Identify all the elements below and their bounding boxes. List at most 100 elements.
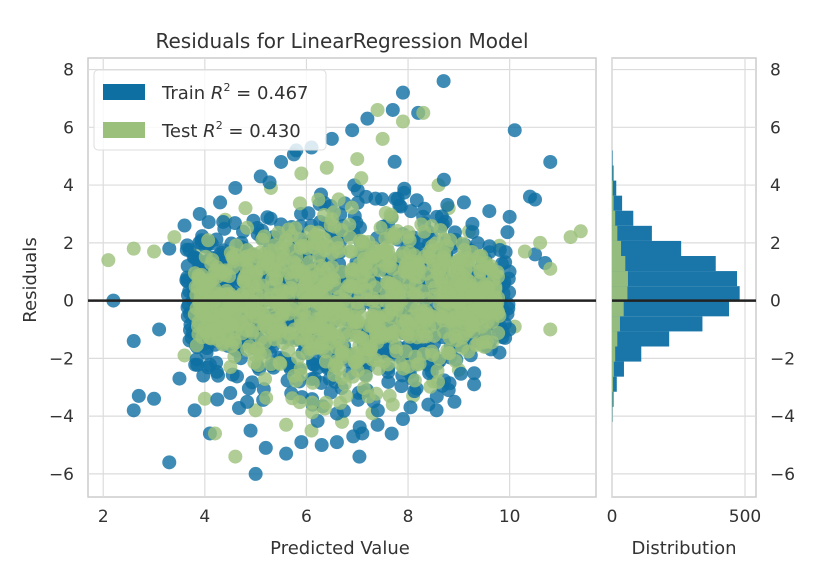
test-residual-point — [425, 274, 439, 288]
y-tick-label: −2 — [49, 349, 74, 369]
train-residual-point — [228, 181, 242, 195]
y-tick-label: −6 — [49, 465, 74, 485]
test-residual-point — [197, 300, 211, 314]
train-histogram-bar — [612, 271, 737, 286]
test-residual-point — [330, 357, 344, 371]
test-histogram-bar — [612, 392, 613, 407]
test-residual-point — [294, 167, 308, 181]
train-residual-point — [437, 74, 451, 88]
test-residual-point — [191, 327, 205, 341]
test-residual-point — [101, 253, 115, 267]
test-residual-point — [290, 285, 304, 299]
test-residual-point — [332, 192, 346, 206]
test-residual-point — [454, 279, 468, 293]
test-residual-point — [273, 356, 287, 370]
legend-label-train: Train R2 = 0.467 — [161, 81, 309, 104]
test-residual-point — [345, 201, 359, 215]
test-residual-point — [320, 161, 334, 175]
train-residual-point — [232, 401, 246, 415]
test-residual-point — [318, 401, 332, 415]
test-residual-point — [452, 265, 466, 279]
train-residual-point — [388, 155, 402, 169]
test-residual-point — [208, 426, 222, 440]
test-residual-point — [315, 273, 329, 287]
test-histogram-bar — [612, 331, 617, 346]
test-residual-point — [455, 250, 469, 264]
train-residual-point — [180, 238, 194, 252]
train-residual-point — [330, 435, 344, 449]
test-residual-point — [533, 236, 547, 250]
test-residual-point — [543, 262, 557, 276]
train-histogram-bar — [612, 301, 729, 316]
train-histogram-bar — [612, 316, 702, 331]
y-tick-label: 4 — [63, 176, 74, 196]
legend: Train R2 = 0.467 Test R2 = 0.430 — [94, 70, 326, 150]
train-residual-point — [500, 225, 514, 239]
test-residual-point — [343, 279, 357, 293]
test-residual-point — [426, 259, 440, 273]
test-residual-point — [178, 348, 192, 362]
legend-label-test: Test R2 = 0.430 — [161, 119, 301, 142]
test-histogram-bar — [612, 271, 628, 286]
y-tick-label: 6 — [63, 118, 74, 138]
train-residual-point — [528, 193, 542, 207]
test-residual-point — [127, 242, 141, 256]
train-residual-point — [127, 403, 141, 417]
train-residual-point — [325, 132, 339, 146]
train-residual-point — [482, 204, 496, 218]
histogram-y-tick-label: −4 — [770, 407, 795, 427]
test-residual-point — [324, 218, 338, 232]
test-residual-point — [218, 305, 232, 319]
test-histogram-bar — [612, 301, 624, 316]
test-residual-point — [378, 328, 392, 342]
train-residual-point — [345, 123, 359, 137]
train-residual-point — [279, 447, 293, 461]
train-residual-point — [259, 441, 273, 455]
test-residual-point — [383, 389, 397, 403]
test-residual-point — [350, 152, 364, 166]
train-residual-point — [388, 192, 402, 206]
test-residual-point — [339, 389, 353, 403]
test-residual-point — [482, 261, 496, 275]
y-tick-label: 8 — [63, 61, 74, 81]
test-residual-point — [305, 396, 319, 410]
test-residual-point — [423, 380, 437, 394]
train-residual-point — [147, 392, 161, 406]
test-residual-point — [302, 255, 316, 269]
test-residual-point — [408, 350, 422, 364]
test-residual-point — [272, 324, 286, 338]
test-residual-point — [253, 347, 267, 361]
train-histogram-bar — [612, 150, 613, 165]
train-residual-point — [211, 369, 225, 383]
test-residual-point — [259, 391, 273, 405]
test-residual-point — [445, 314, 459, 328]
train-histogram-bar — [612, 241, 681, 256]
test-residual-point — [338, 377, 352, 391]
train-residual-point — [263, 175, 277, 189]
train-residual-point — [352, 450, 366, 464]
test-residual-point — [255, 233, 269, 247]
test-residual-point — [419, 329, 433, 343]
test-histogram-bar — [612, 377, 613, 392]
train-residual-point — [396, 86, 410, 100]
histogram-x-tick-label: 0 — [607, 507, 618, 527]
test-residual-point — [440, 239, 454, 253]
test-residual-point — [330, 296, 344, 310]
test-residual-point — [147, 245, 161, 259]
test-histogram-bar — [612, 211, 615, 226]
test-histogram-bar — [612, 196, 614, 211]
train-residual-point — [394, 379, 408, 393]
test-residual-point — [267, 252, 281, 266]
train-residual-point — [132, 389, 146, 403]
train-residual-point — [228, 216, 242, 230]
histogram-y-tick-label: 6 — [770, 118, 781, 138]
test-residual-point — [258, 372, 272, 386]
y-axis-label: Residuals — [20, 237, 41, 322]
test-residual-point — [289, 374, 303, 388]
histogram-y-tick-label: 2 — [770, 234, 781, 254]
test-residual-point — [254, 332, 268, 346]
test-histogram-bar — [612, 316, 620, 331]
histogram-axis-label: Distribution — [631, 538, 736, 559]
